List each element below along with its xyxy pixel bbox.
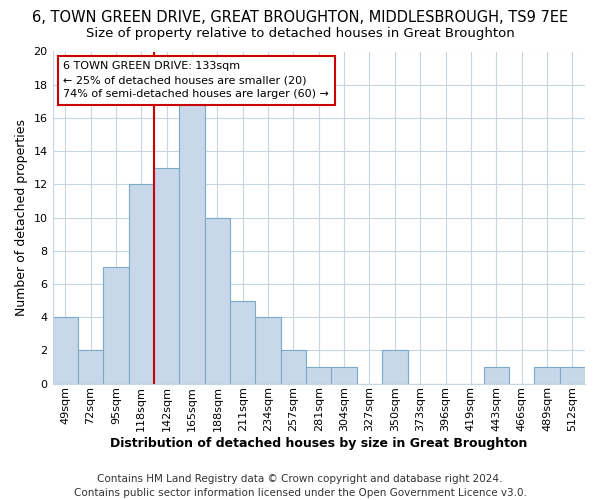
Bar xyxy=(331,367,357,384)
Bar xyxy=(382,350,407,384)
Bar xyxy=(560,367,585,384)
Bar xyxy=(103,268,128,384)
Bar xyxy=(179,102,205,384)
Bar xyxy=(484,367,509,384)
Bar xyxy=(534,367,560,384)
Bar xyxy=(281,350,306,384)
Bar xyxy=(230,300,256,384)
Text: 6 TOWN GREEN DRIVE: 133sqm
← 25% of detached houses are smaller (20)
74% of semi: 6 TOWN GREEN DRIVE: 133sqm ← 25% of deta… xyxy=(63,62,329,100)
Bar xyxy=(78,350,103,384)
Bar xyxy=(256,317,281,384)
Bar xyxy=(53,317,78,384)
Text: 6, TOWN GREEN DRIVE, GREAT BROUGHTON, MIDDLESBROUGH, TS9 7EE: 6, TOWN GREEN DRIVE, GREAT BROUGHTON, MI… xyxy=(32,10,568,25)
Y-axis label: Number of detached properties: Number of detached properties xyxy=(15,119,28,316)
Bar xyxy=(205,218,230,384)
X-axis label: Distribution of detached houses by size in Great Broughton: Distribution of detached houses by size … xyxy=(110,437,527,450)
Text: Size of property relative to detached houses in Great Broughton: Size of property relative to detached ho… xyxy=(86,28,514,40)
Bar xyxy=(306,367,331,384)
Bar xyxy=(128,184,154,384)
Text: Contains HM Land Registry data © Crown copyright and database right 2024.
Contai: Contains HM Land Registry data © Crown c… xyxy=(74,474,526,498)
Bar xyxy=(154,168,179,384)
